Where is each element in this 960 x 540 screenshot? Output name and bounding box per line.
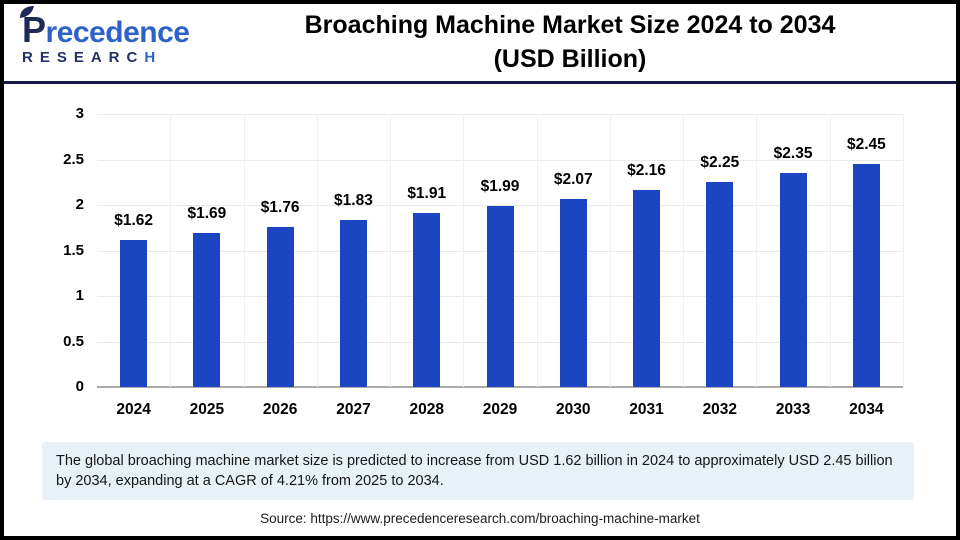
gridline-vertical	[756, 114, 758, 387]
y-axis-tick-label: 1	[75, 287, 84, 304]
x-axis-tick-label: 2026	[262, 401, 298, 418]
chart-title: Broaching Machine Market Size 2024 to 20…	[184, 8, 956, 76]
x-axis-tick-label: 2028	[409, 401, 444, 418]
bar-value-label: $2.35	[773, 145, 813, 163]
summary-note: The global broaching machine market size…	[42, 442, 914, 500]
gridline-vertical	[243, 114, 245, 387]
gridline-vertical	[609, 114, 611, 387]
bar-value-label: $1.69	[187, 205, 227, 223]
gridline-vertical	[390, 114, 392, 387]
gridline-vertical	[683, 114, 685, 387]
y-axis-tick-label: 2	[75, 196, 84, 213]
bar-2029	[486, 205, 514, 387]
gridline-vertical	[903, 114, 904, 387]
bar-value-label: $2.45	[846, 136, 886, 154]
header: Precedence RESEARCH Broaching Machine Ma…	[4, 4, 956, 84]
y-axis-tick-label: 0.5	[63, 332, 84, 350]
precedence-research-logo: Precedence RESEARCH	[20, 6, 252, 65]
logo-subtitle-main: RESEARC	[22, 49, 145, 66]
bar-value-label: $2.16	[627, 162, 666, 180]
bar-2028	[413, 213, 441, 387]
bar-2027	[339, 220, 367, 387]
x-axis-tick-label: 2032	[702, 401, 738, 418]
x-axis-tick-label: 2025	[189, 401, 225, 418]
gridline-horizontal	[97, 159, 903, 161]
x-axis-tick-label: 2033	[775, 401, 811, 418]
gridline-horizontal	[97, 205, 903, 206]
logo-letter-p: P	[22, 9, 46, 50]
bar-2032	[706, 182, 734, 387]
gridline-vertical	[316, 114, 318, 387]
y-axis-tick-label: 0	[75, 378, 84, 395]
bar-value-label: $1.76	[260, 198, 300, 216]
y-axis-tick-label: 2.5	[63, 150, 84, 168]
x-axis-tick-label: 2034	[849, 401, 884, 418]
leaf-icon	[20, 6, 34, 18]
x-axis-tick-label: 2029	[482, 401, 518, 418]
x-axis-tick-label: 2030	[556, 401, 591, 418]
bar-value-label: $1.99	[480, 177, 520, 195]
chart-title-line1: Broaching Machine Market Size 2024 to 20…	[304, 11, 836, 39]
bar-value-label: $1.91	[407, 185, 447, 203]
y-axis-tick-label: 3	[75, 105, 84, 122]
logo-subtitle: RESEARCH	[22, 50, 252, 65]
plot-area: 0 0.5 1 1.5 2 2.5 3 $1.62 2024 $1.69 2025 $1.76 2026…	[63, 105, 904, 418]
gridline-horizontal	[97, 114, 903, 115]
bar-2024	[120, 239, 148, 387]
bar-2031	[633, 190, 661, 387]
bar-2030	[559, 198, 587, 387]
bar-value-label: $1.83	[334, 192, 373, 210]
logo-letters-rest: recedence	[45, 16, 190, 49]
gridline-vertical	[170, 114, 172, 387]
logo-subtitle-last: H	[144, 49, 163, 66]
logo-brand-text: Precedence	[20, 6, 252, 50]
bar-2034	[852, 164, 880, 387]
y-axis-tick-label: 1.5	[63, 241, 84, 259]
bar-2026	[266, 226, 294, 387]
x-axis-tick-label: 2031	[629, 401, 664, 418]
gridline-vertical	[829, 114, 831, 387]
bar-2025	[193, 233, 221, 387]
bar-value-label: $2.07	[553, 170, 593, 188]
chart-title-line2: (USD Billion)	[493, 45, 647, 73]
source-text: Source: https://www.precedenceresearch.c…	[260, 511, 700, 526]
x-axis-tick-label: 2027	[336, 401, 371, 418]
x-axis-tick-label: 2024	[116, 401, 151, 418]
x-axis-line	[97, 386, 903, 388]
bar-2033	[779, 173, 807, 387]
bar-value-label: $2.25	[700, 154, 740, 172]
gridline-vertical	[463, 114, 465, 387]
bar-value-label: $1.62	[114, 211, 154, 229]
gridline-vertical	[536, 114, 538, 387]
